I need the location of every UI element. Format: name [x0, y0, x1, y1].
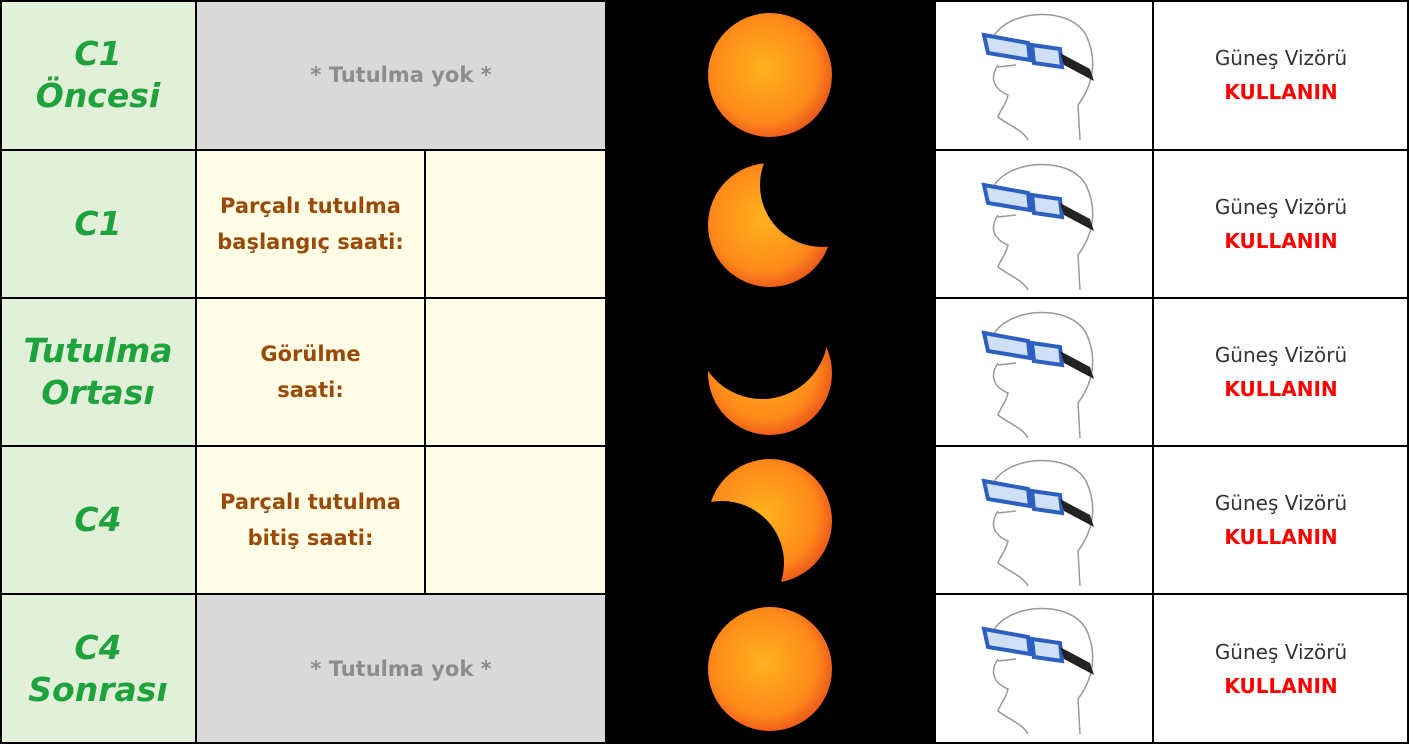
note-text: Görülme — [260, 336, 360, 372]
viewer-icon — [968, 5, 1118, 145]
page: (() => { const data = JSON.parse(documen… — [0, 0, 1409, 744]
border — [605, 0, 607, 744]
viewer-text: Güneş Vizörü — [1215, 635, 1347, 669]
border — [935, 297, 1409, 299]
phase-cell: C4 — [0, 446, 196, 594]
border — [935, 149, 1409, 151]
note-text: * Tutulma yok * — [310, 657, 491, 681]
sun-image — [700, 599, 840, 739]
viewer-warning: KULLANIN — [1224, 669, 1337, 703]
border — [0, 0, 2, 744]
viewer-icon — [968, 451, 1118, 591]
phase-label: C1 — [74, 203, 121, 245]
phase-label: C4 — [74, 499, 121, 541]
note-text: Parçalı tutulma — [220, 484, 401, 520]
border — [934, 0, 936, 744]
sun-image — [700, 155, 840, 295]
viewer-icon — [968, 599, 1118, 739]
no-eclipse-cell: * Tutulma yok * — [196, 0, 606, 150]
note-text: saati: — [277, 372, 343, 408]
phase-label: Öncesi — [36, 75, 160, 117]
viewer-text: Güneş Vizörü — [1215, 190, 1347, 224]
border — [1152, 0, 1154, 744]
border — [195, 0, 197, 744]
viewer-warning: KULLANIN — [1224, 75, 1337, 109]
viewer-icon — [968, 155, 1118, 295]
sun-image — [700, 303, 840, 443]
viewer-text: Güneş Vizörü — [1215, 41, 1347, 75]
sun-image — [700, 5, 840, 145]
phase-label: Sonrası — [28, 669, 167, 711]
note-text: * Tutulma yok * — [310, 63, 491, 87]
viewer-icon — [968, 303, 1118, 443]
border — [0, 445, 606, 447]
border — [935, 445, 1409, 447]
viewer-warning: KULLANIN — [1224, 520, 1337, 554]
no-eclipse-cell: * Tutulma yok * — [196, 594, 606, 744]
note-text: bitiş saati: — [248, 520, 374, 556]
viewer-warning: KULLANIN — [1224, 224, 1337, 258]
border — [935, 0, 1409, 2]
note-text: başlangıç saati: — [217, 224, 404, 260]
viewer-warning: KULLANIN — [1224, 372, 1337, 406]
phase-label: C1 — [74, 33, 121, 75]
border — [424, 150, 426, 594]
time-entry-cell — [425, 446, 606, 594]
viewer-text: Güneş Vizörü — [1215, 486, 1347, 520]
phase-label: Ortası — [41, 372, 154, 414]
viewer-text: Güneş Vizörü — [1215, 338, 1347, 372]
phase-label: Tutulma — [24, 330, 173, 372]
border — [0, 297, 606, 299]
sun-image — [700, 451, 840, 591]
note-text: Parçalı tutulma — [220, 188, 401, 224]
border — [935, 593, 1409, 595]
time-entry-cell — [425, 150, 606, 298]
phase-cell: C1 — [0, 150, 196, 298]
border — [0, 593, 606, 595]
time-entry-cell — [425, 298, 606, 446]
border — [0, 149, 606, 151]
phase-label: C4 — [74, 627, 121, 669]
border — [0, 0, 606, 2]
